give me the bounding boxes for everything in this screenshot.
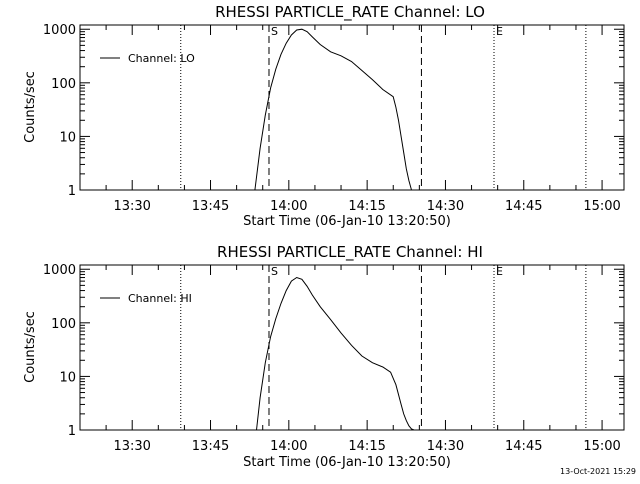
x-tick-label-lo: 14:15 bbox=[348, 199, 385, 214]
chart-title-hi: RHESSI PARTICLE_RATE Channel: HI bbox=[217, 243, 483, 262]
y-tick-label-hi: 10 bbox=[59, 370, 76, 385]
panel-hi: RHESSI PARTICLE_RATE Channel: HI Counts/… bbox=[23, 243, 625, 470]
legend-label-lo: Channel: LO bbox=[128, 52, 195, 65]
x-axis-label-lo: Start Time (06-Jan-10 13:20:50) bbox=[243, 214, 451, 229]
x-tick-label-lo: 14:00 bbox=[270, 199, 307, 214]
x-tick-label-lo: 14:45 bbox=[505, 199, 542, 214]
x-tick-label-lo: 14:30 bbox=[427, 199, 464, 214]
x-tick-label-lo: 13:30 bbox=[113, 199, 150, 214]
y-tick-label-lo: 1 bbox=[68, 184, 76, 199]
y-axis-label-lo: Counts/sec bbox=[23, 71, 38, 143]
y-tick-label-lo: 100 bbox=[51, 77, 76, 92]
y-tick-label-lo: 1000 bbox=[43, 23, 76, 38]
y-axis-label-hi: Counts/sec bbox=[23, 311, 38, 383]
x-tick-label-hi: 15:00 bbox=[583, 439, 620, 454]
panel-lo: RHESSI PARTICLE_RATE Channel: LO Counts/… bbox=[23, 3, 625, 229]
legend-label-hi: Channel: HI bbox=[128, 292, 192, 305]
y-tick-label-hi: 1 bbox=[68, 424, 76, 439]
y-tick-label-lo: 10 bbox=[59, 130, 76, 145]
x-tick-label-hi: 13:45 bbox=[192, 439, 229, 454]
x-tick-label-hi: 13:30 bbox=[113, 439, 150, 454]
x-tick-label-hi: 14:00 bbox=[270, 439, 307, 454]
x-axis-label-hi: Start Time (06-Jan-10 13:20:50) bbox=[243, 455, 451, 470]
plot-frame-lo bbox=[79, 24, 625, 191]
x-tick-label-hi: 14:15 bbox=[348, 439, 385, 454]
chart-title-lo: RHESSI PARTICLE_RATE Channel: LO bbox=[215, 3, 485, 22]
marker-label-hi: E bbox=[496, 265, 503, 278]
marker-label-hi: S bbox=[271, 265, 278, 278]
plot-frame-hi bbox=[79, 264, 625, 431]
x-tick-label-lo: 15:00 bbox=[583, 199, 620, 214]
y-tick-label-hi: 1000 bbox=[43, 263, 76, 278]
marker-label-lo: S bbox=[271, 25, 278, 38]
x-tick-label-lo: 13:45 bbox=[192, 199, 229, 214]
marker-label-lo: E bbox=[496, 25, 503, 38]
y-tick-label-hi: 100 bbox=[51, 317, 76, 332]
series-line-lo bbox=[254, 28, 412, 191]
x-tick-label-hi: 14:45 bbox=[505, 439, 542, 454]
x-tick-label-hi: 14:30 bbox=[427, 439, 464, 454]
footer-timestamp: 13-Oct-2021 15:29 bbox=[560, 467, 636, 476]
series-line-hi bbox=[256, 276, 415, 431]
